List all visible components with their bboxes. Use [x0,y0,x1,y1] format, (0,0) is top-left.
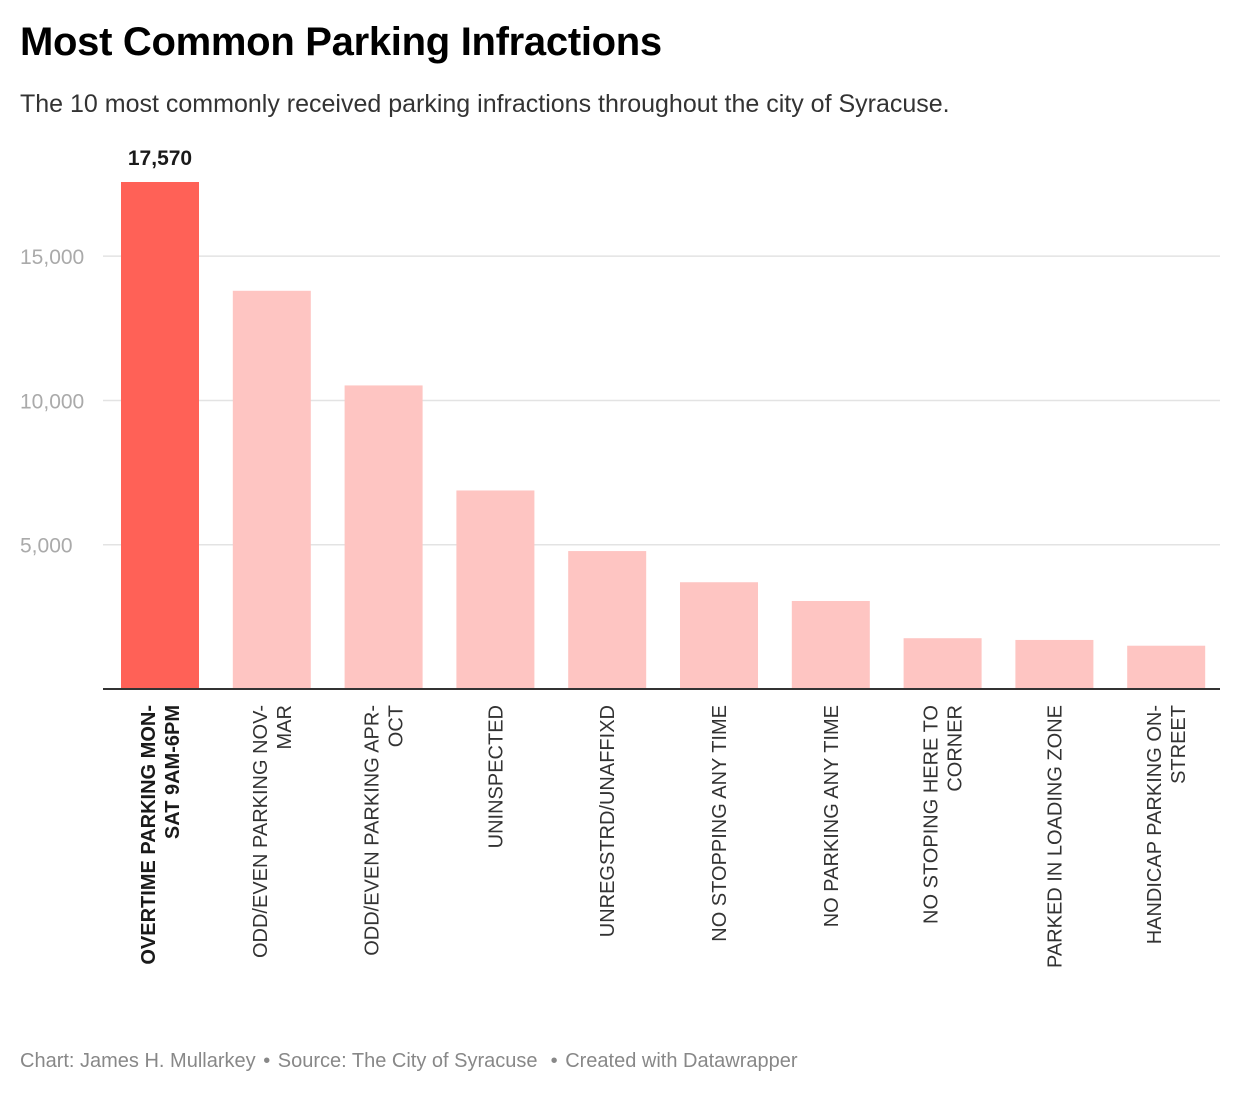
x-tick-label: ODD/EVEN PARKING NOV- [250,705,272,958]
bar [1127,645,1206,689]
x-tick-label: HANDICAP PARKING ON- [1144,705,1166,944]
x-tick-label: STREET [1168,705,1190,784]
bar [903,638,982,689]
y-tick-label: 15,000 [20,246,84,269]
y-tick-label: 10,000 [20,390,84,413]
bar [232,290,311,689]
footer-separator: • [263,1050,271,1072]
x-tick-label: SAT 9AM-6PM [162,705,184,839]
x-tick-label: NO PARKING ANY TIME [821,705,843,927]
bar-highlighted [121,182,199,689]
x-tick-label: NO STOPPING ANY TIME [709,705,731,942]
chart-credit: Chart: James H. Mullarkey [20,1050,256,1072]
bar [680,582,758,689]
bar [791,600,870,689]
x-tick-label: PARKED IN LOADING ZONE [1044,705,1066,968]
chart-title: Most Common Parking Infractions [20,20,662,64]
footer-separator: • [545,1050,558,1072]
data-label: 17,570 [128,147,192,170]
x-tick-label: CORNER [945,705,967,792]
x-tick-label: UNINSPECTED [485,705,507,848]
x-tick-label: OVERTIME PARKING MON- [138,705,160,965]
x-tick-label: NO STOPING HERE TO [921,705,943,924]
chart-subtitle: The 10 most commonly received parking in… [20,90,950,118]
x-tick-label: ODD/EVEN PARKING APR- [362,705,384,956]
bar [1015,639,1094,689]
bar [456,490,535,689]
chart-tool-credit: Created with Datawrapper [565,1050,798,1072]
bar [344,385,423,689]
x-tick-label: UNREGSTRD/UNAFFIXD [597,705,619,937]
chart-footer: Chart: James H. Mullarkey • Source: The … [20,1050,798,1073]
chart-source: Source: The City of Syracuse [277,1050,538,1072]
x-tick-label: OCT [386,705,408,747]
bar-chart: 5,000 10,000 15,000 OVERTIME PARKING MON- SA… [20,147,1220,968]
y-tick-label: 5,000 [20,535,73,558]
x-tick-label: MAR [274,705,296,749]
bar [568,551,647,689]
